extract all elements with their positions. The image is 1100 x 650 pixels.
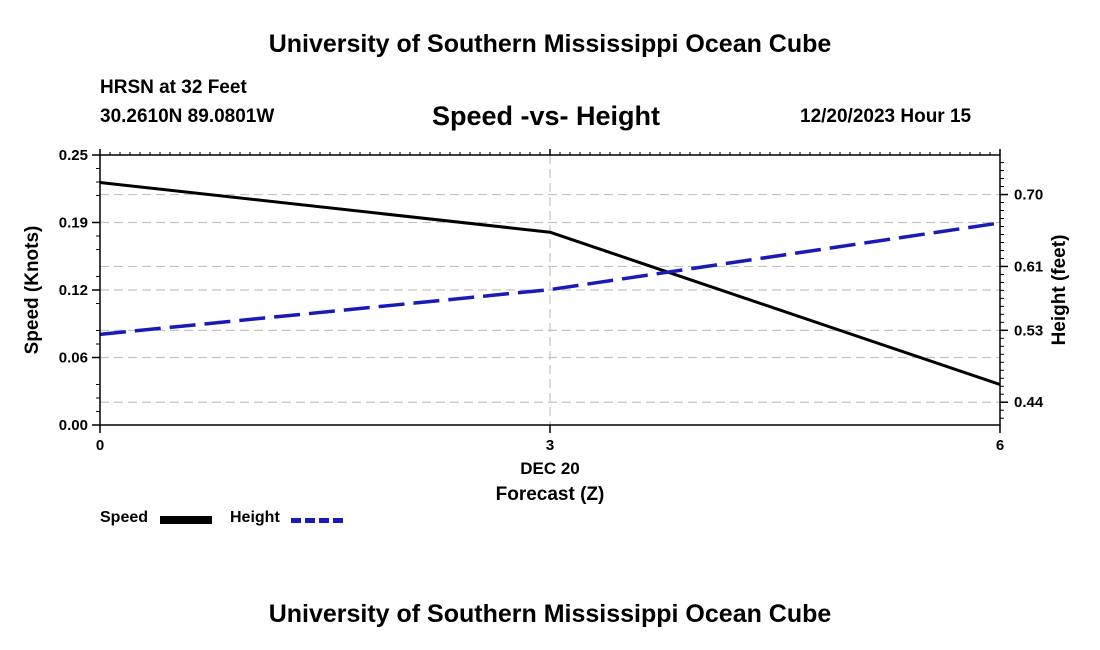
y-tick-label-left: 0.19 — [59, 215, 88, 232]
y-axis-right-label: Height (feet) — [1049, 235, 1070, 346]
series-line-height — [99, 221, 1001, 337]
y-tick-label-left: 0.12 — [59, 282, 88, 299]
series-lines — [99, 181, 1001, 386]
y-tick-label-left: 0.25 — [59, 147, 88, 164]
legend-speed-swatch — [160, 516, 212, 524]
station-label: HRSN at 32 Feet — [100, 77, 247, 98]
legend-speed-label: Speed — [100, 509, 149, 526]
chart-subtitle: Speed -vs- Height — [432, 101, 661, 131]
y-tick-label-right: 0.61 — [1014, 258, 1043, 275]
x-tick-label: 3 — [546, 437, 554, 454]
footer-title: University of Southern Mississippi Ocean… — [268, 600, 832, 628]
series-line-speed — [99, 181, 1001, 386]
y-tick-label-right: 0.53 — [1014, 322, 1043, 339]
forecast-datetime: 12/20/2023 Hour 15 — [800, 106, 972, 127]
y-axis-left-label: Speed (Knots) — [22, 226, 43, 355]
grid-lines — [100, 155, 1000, 425]
y-tick-label-right: 0.70 — [1014, 187, 1043, 204]
y-tick-label-right: 0.44 — [1014, 394, 1044, 411]
x-tick-label: 0 — [96, 437, 104, 454]
speed-height-chart: 0.000.060.120.190.250.440.530.610.700 3 6 … — [22, 147, 1070, 505]
y-tick-label-left: 0.00 — [59, 417, 88, 434]
axes: 0.00 0.06 0.12 0.19 0.25 0.44 0.53 0.61 0.70 0 3 6 — [59, 147, 1044, 454]
x-tick-label: 6 — [996, 437, 1004, 454]
chart-main-title: University of Southern Mississippi Ocean… — [268, 30, 832, 58]
x-axis-date-label: DEC 20 — [520, 459, 580, 478]
legend-height-label: Height — [230, 509, 280, 526]
x-axis-label: Forecast (Z) — [496, 484, 605, 505]
legend-height-swatch — [291, 518, 343, 523]
y-tick-label-left: 0.06 — [59, 350, 88, 367]
station-coordinates: 30.2610N 89.0801W — [100, 106, 275, 127]
